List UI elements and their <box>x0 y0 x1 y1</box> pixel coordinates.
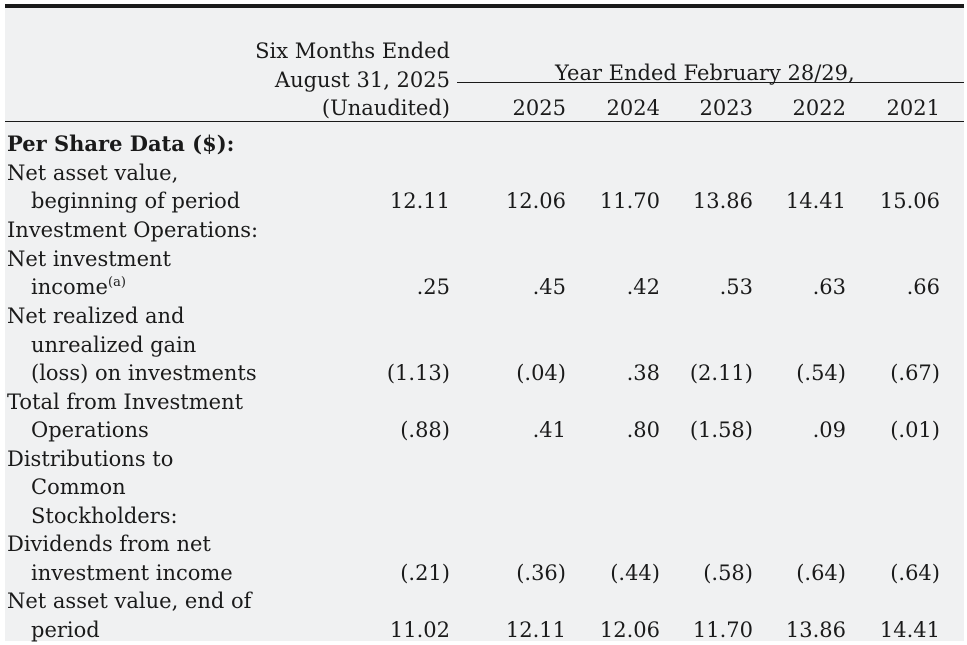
header-year-2024: 2024 <box>606 96 660 120</box>
table-cell: (.67) <box>890 361 940 385</box>
row-label: investment income <box>31 561 233 585</box>
table-cell: (.36) <box>516 561 566 585</box>
table-cell: (.64) <box>890 561 940 585</box>
header-bottom-rule <box>5 121 964 122</box>
header-span-rule <box>457 82 964 83</box>
row-label: Net asset value, <box>7 161 179 185</box>
table-cell: .09 <box>812 418 846 442</box>
table-cell: 14.41 <box>785 189 846 213</box>
table-cell: .66 <box>906 275 940 299</box>
table-cell: 12.11 <box>389 189 450 213</box>
row-label: unrealized gain <box>31 333 197 357</box>
header-year-2025: 2025 <box>512 96 566 120</box>
header-year-ended: Year Ended February 28/29, <box>555 61 855 85</box>
table-cell: (.58) <box>703 561 753 585</box>
header-six-months-line1: Six Months Ended <box>255 39 450 63</box>
header-year-2021: 2021 <box>886 96 940 120</box>
row-label: Net asset value, end of <box>7 589 252 613</box>
table-cell: 14.41 <box>879 618 940 642</box>
table-cell: .41 <box>532 418 566 442</box>
row-label-text: income <box>31 275 108 299</box>
row-label: Net realized and <box>7 304 185 328</box>
table-cell: .38 <box>626 361 660 385</box>
table-cell: .63 <box>812 275 846 299</box>
row-label: Dividends from net <box>7 532 211 556</box>
table-cell: 13.86 <box>692 189 753 213</box>
table-cell: 15.06 <box>879 189 940 213</box>
table-cell: 12.06 <box>505 189 566 213</box>
table-cell: .42 <box>626 275 660 299</box>
footnote-marker: (a) <box>108 275 126 290</box>
row-label: Stockholders: <box>31 504 178 528</box>
header-year-2023: 2023 <box>699 96 753 120</box>
row-label: Common <box>31 475 126 499</box>
table-cell: (.64) <box>796 561 846 585</box>
table-cell: (.44) <box>610 561 660 585</box>
table-cell: 11.70 <box>692 618 753 642</box>
table-cell: 12.06 <box>599 618 660 642</box>
table-cell: 12.11 <box>505 618 566 642</box>
row-label: Operations <box>31 418 149 442</box>
table-cell: (.88) <box>400 418 450 442</box>
table-cell: (.01) <box>890 418 940 442</box>
row-label: beginning of period <box>31 189 241 213</box>
table-cell: 11.02 <box>389 618 450 642</box>
table-cell: .45 <box>532 275 566 299</box>
header-year-2022: 2022 <box>792 96 846 120</box>
row-label: period <box>31 618 100 642</box>
table-cell: (1.58) <box>689 418 753 442</box>
row-label: Investment Operations: <box>7 218 259 242</box>
table-cell: (1.13) <box>386 361 450 385</box>
header-six-months-line3: (Unaudited) <box>321 96 450 120</box>
table-cell: .53 <box>719 275 753 299</box>
table-cell: (.21) <box>400 561 450 585</box>
table-cell: 11.70 <box>599 189 660 213</box>
table-cell: 13.86 <box>785 618 846 642</box>
financial-highlights-table: Six Months Ended August 31, 2025 (Unaudi… <box>5 4 964 642</box>
table-cell: (.54) <box>796 361 846 385</box>
row-label: Net investment <box>7 247 171 271</box>
header-six-months-line2: August 31, 2025 <box>274 68 450 92</box>
table-cell: (.04) <box>516 361 566 385</box>
row-label: Total from Investment <box>7 390 244 414</box>
table-cell: (2.11) <box>689 361 753 385</box>
row-label: (loss) on investments <box>31 361 257 385</box>
table-cell: .25 <box>416 275 450 299</box>
row-label: income(a) <box>31 273 126 301</box>
row-label: Distributions to <box>7 447 174 471</box>
table-cell: .80 <box>626 418 660 442</box>
section-title: Per Share Data ($): <box>7 131 235 156</box>
